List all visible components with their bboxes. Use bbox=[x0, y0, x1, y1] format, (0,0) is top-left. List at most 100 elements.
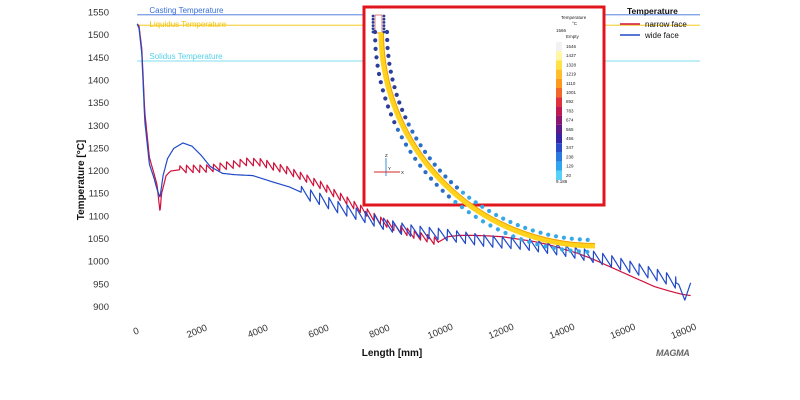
roller bbox=[527, 239, 532, 244]
y-tick-label: 1150 bbox=[89, 189, 109, 200]
roller bbox=[375, 63, 380, 68]
y-axis-title: Temperature [°C] bbox=[76, 140, 87, 221]
roller bbox=[568, 248, 573, 253]
x-tick-label: 0 bbox=[132, 326, 141, 338]
y-tick-label: 1250 bbox=[88, 143, 109, 154]
color-scale-label: 20 bbox=[566, 173, 572, 178]
y-tick-label: 1350 bbox=[88, 98, 109, 109]
roller bbox=[385, 37, 390, 43]
roller bbox=[488, 223, 493, 228]
roller bbox=[538, 230, 543, 235]
x-tick-label: 2000 bbox=[185, 323, 209, 341]
roller bbox=[390, 77, 395, 82]
series-line-narrow-face bbox=[136, 23, 691, 297]
roller bbox=[382, 14, 386, 18]
roller bbox=[388, 69, 393, 74]
roller bbox=[440, 188, 445, 193]
color-scale-swatch bbox=[556, 152, 562, 162]
roller bbox=[585, 249, 590, 254]
roller bbox=[384, 29, 390, 35]
roller bbox=[423, 170, 428, 175]
legend-title: Temperature bbox=[627, 6, 678, 16]
roller bbox=[397, 100, 402, 105]
roller bbox=[406, 122, 411, 127]
roller bbox=[371, 14, 375, 18]
roller bbox=[495, 227, 500, 232]
roller bbox=[383, 96, 388, 101]
roller bbox=[428, 176, 434, 181]
roller bbox=[585, 237, 590, 242]
color-scale-swatch bbox=[556, 69, 562, 79]
y-tick-label: 1200 bbox=[88, 166, 109, 177]
legend-label-wide-face: wide face bbox=[644, 31, 679, 40]
x-tick-label: 16000 bbox=[609, 322, 638, 342]
roller bbox=[410, 129, 415, 134]
legend-label-narrow-face: narrow face bbox=[645, 20, 687, 29]
roller bbox=[408, 149, 413, 154]
y-axis: 900 950 1000 1050 1100 1150 1200 1250 1300 1350 14… bbox=[88, 8, 109, 313]
y-tick-label: 1300 bbox=[88, 121, 109, 132]
roller bbox=[403, 115, 408, 120]
roller bbox=[530, 228, 535, 233]
roller bbox=[434, 182, 439, 187]
roller bbox=[480, 204, 485, 209]
axis-label-y: Y bbox=[388, 166, 391, 171]
y-tick-label: 1450 bbox=[88, 53, 109, 64]
x-axis: 0 2000 4000 6000 8000 10000 12000 14000 16000 180… bbox=[132, 322, 698, 342]
magma-logo: MAGMA bbox=[656, 348, 690, 358]
roller bbox=[392, 85, 397, 90]
x-tick-label: 10000 bbox=[426, 322, 455, 342]
x-tick-label: 4000 bbox=[246, 323, 270, 341]
roller bbox=[418, 143, 423, 148]
roller bbox=[432, 162, 437, 167]
axis-label-x: X bbox=[401, 170, 404, 175]
roller bbox=[382, 27, 386, 31]
roller bbox=[569, 236, 574, 241]
y-tick-label: 1400 bbox=[88, 75, 109, 86]
mould-outline bbox=[374, 14, 383, 34]
color-scale-label: 347 bbox=[566, 145, 574, 150]
roller bbox=[414, 136, 419, 141]
color-scale-swatch bbox=[556, 51, 562, 61]
roller bbox=[511, 234, 516, 239]
roller bbox=[373, 38, 378, 43]
roller bbox=[422, 149, 428, 154]
color-scale-swatch bbox=[556, 97, 562, 107]
roller bbox=[386, 53, 391, 59]
roller bbox=[561, 235, 567, 240]
color-scale-label: 892 bbox=[566, 99, 574, 104]
y-tick-label: 1000 bbox=[88, 257, 109, 268]
roller bbox=[443, 174, 448, 179]
solidus-temperature-label: Solidus Temperature bbox=[149, 52, 223, 61]
legend: Temperature narrow face wide face bbox=[620, 6, 687, 40]
roller bbox=[473, 200, 478, 205]
x-axis-title: Length [mm] bbox=[362, 348, 423, 359]
roller bbox=[446, 194, 451, 199]
color-scale-swatch bbox=[556, 60, 562, 70]
roller bbox=[403, 142, 409, 147]
roller bbox=[473, 214, 478, 219]
y-tick-label: 900 bbox=[93, 302, 109, 313]
color-scale-label: 783 bbox=[566, 108, 574, 113]
inset-legend-max: 1566 bbox=[556, 28, 567, 33]
series-line-wide-face bbox=[136, 23, 692, 301]
roller bbox=[448, 180, 454, 185]
roller bbox=[577, 237, 582, 242]
liquidus-temperature-label: Liquidus Temperature bbox=[149, 20, 226, 29]
inset-legend-empty: Empty bbox=[566, 34, 580, 39]
inset-color-legend: Temperature °C 1566 Empty 1546 1437 1328 12… bbox=[556, 15, 587, 184]
y-tick-label: 1050 bbox=[88, 234, 109, 245]
roller bbox=[371, 27, 375, 31]
color-scale-label: 129 bbox=[566, 164, 574, 169]
casting-temperature-label: Casting Temperature bbox=[149, 6, 224, 15]
roller bbox=[553, 234, 559, 239]
roller bbox=[523, 225, 528, 230]
color-scale-label: 1110 bbox=[566, 81, 576, 86]
x-tick-label: 14000 bbox=[548, 322, 577, 342]
color-scale-swatch bbox=[556, 170, 562, 180]
color-scale-label: 1546 bbox=[566, 44, 577, 49]
roller bbox=[480, 219, 486, 224]
color-scale-swatch bbox=[556, 143, 562, 153]
inset-frame bbox=[362, 5, 606, 207]
